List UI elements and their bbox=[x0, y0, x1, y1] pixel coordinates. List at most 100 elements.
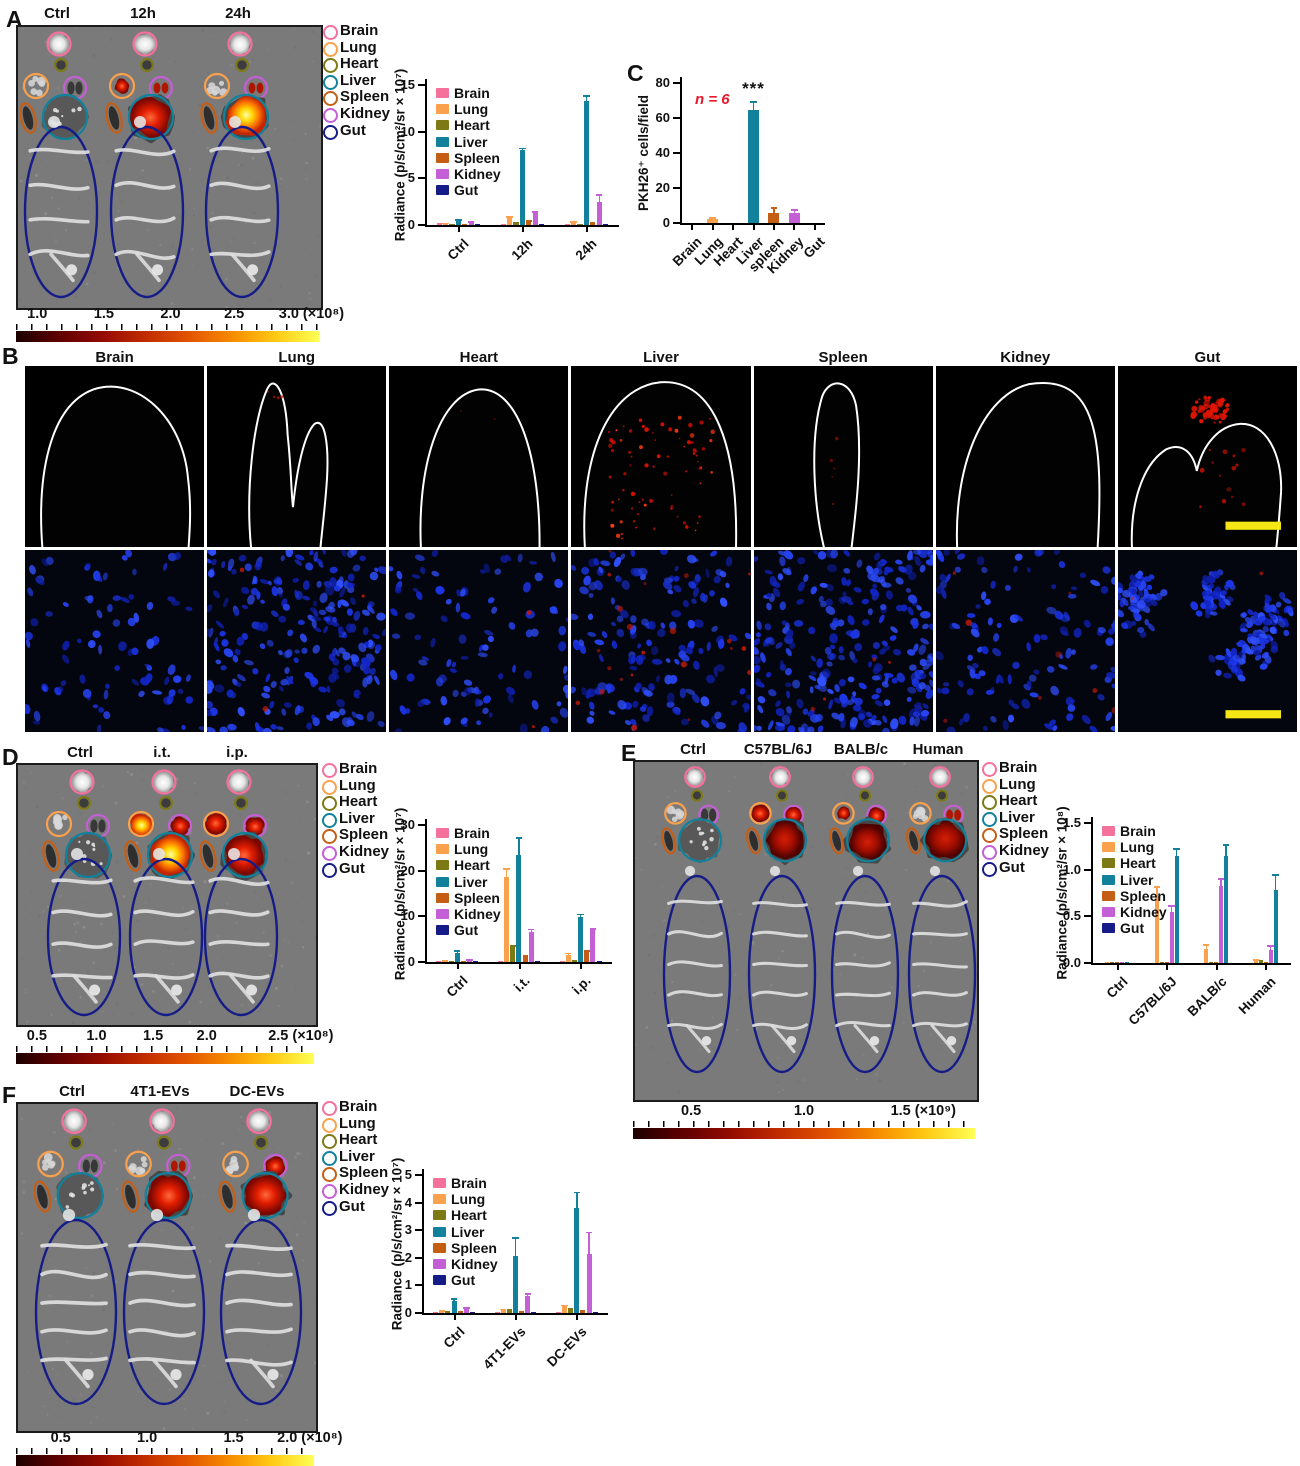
chart-legend-label-gut: Gut bbox=[451, 1272, 476, 1289]
error-bar-cap bbox=[509, 945, 516, 947]
legend-label-lung: Lung bbox=[339, 776, 376, 794]
bar-kidney bbox=[788, 213, 800, 223]
legend-ring-kidney-icon bbox=[322, 846, 337, 861]
error-bar-stem bbox=[752, 101, 755, 111]
error-bar-stem bbox=[1220, 878, 1222, 887]
scale-tick-label: 1.5 (×10⁹) bbox=[890, 1103, 956, 1119]
bar-liver bbox=[516, 854, 522, 962]
column-header-d-2: i.p. bbox=[226, 744, 248, 761]
chart-legend-label-heart: Heart bbox=[1120, 855, 1156, 872]
bar-liver bbox=[583, 100, 590, 225]
legend-ring-spleen-icon bbox=[323, 91, 338, 107]
error-bar-stem bbox=[1269, 945, 1272, 950]
error-bar-cap bbox=[573, 1191, 580, 1194]
panel-c-label: C bbox=[627, 60, 644, 86]
error-bar-cap bbox=[791, 209, 798, 211]
legend-label-heart: Heart bbox=[340, 55, 379, 73]
error-bar-cap bbox=[438, 1310, 446, 1312]
bar-kidney bbox=[525, 1296, 531, 1313]
bar-gut bbox=[596, 960, 602, 962]
organ-nuclei-stain-heart bbox=[389, 550, 569, 732]
y-tick-label: 5 bbox=[404, 1167, 412, 1182]
error-bar-stem bbox=[505, 868, 508, 877]
bar-gut bbox=[475, 223, 481, 225]
legend-ring-brain-icon bbox=[322, 763, 337, 778]
chart-legend-label-liver: Liver bbox=[454, 873, 488, 890]
y-axis-label-text: Radiance (p/s/cm²/sr × 10⁷) bbox=[392, 807, 408, 980]
error-bar-stem bbox=[530, 928, 533, 933]
bar-heart bbox=[448, 960, 454, 962]
bar-liver bbox=[574, 1208, 580, 1313]
scale-tick-label: 0.5 bbox=[681, 1103, 702, 1119]
chart-legend-label-lung: Lung bbox=[454, 841, 489, 858]
chart-legend-swatch-lung bbox=[436, 104, 449, 115]
x-tick bbox=[518, 964, 521, 969]
legend-ring-heart-icon bbox=[322, 1134, 337, 1150]
x-tick bbox=[1166, 965, 1169, 970]
x-tick bbox=[580, 964, 583, 969]
bar-kidney bbox=[586, 1253, 592, 1313]
organ-section-outline-liver bbox=[571, 366, 751, 547]
significance-stars: *** bbox=[742, 79, 765, 99]
x-axis bbox=[425, 962, 612, 964]
legend-ring-heart-icon bbox=[982, 795, 997, 811]
scale-tick-marks bbox=[633, 1121, 975, 1127]
bar-heart bbox=[568, 1308, 574, 1313]
panel-b-header-heart: Heart bbox=[459, 349, 499, 366]
scale-tick-label: 3.0 (×10⁸) bbox=[278, 306, 345, 322]
scale-tick-label: 1.5 bbox=[142, 1028, 164, 1044]
bar-kidney bbox=[590, 930, 596, 962]
legend-ring-lung-icon bbox=[322, 779, 337, 795]
error-bar-stem bbox=[793, 209, 796, 214]
legend-ring-lung-icon bbox=[982, 778, 997, 794]
bar-kidney bbox=[468, 221, 474, 225]
legend-label-heart: Heart bbox=[999, 792, 1038, 810]
chart-legend-swatch-heart bbox=[436, 120, 449, 131]
x-tick bbox=[522, 227, 524, 232]
scale-tick-marks bbox=[16, 1046, 314, 1052]
chart-legend-swatch-brain bbox=[433, 1178, 446, 1188]
y-tick bbox=[418, 961, 425, 963]
x-tick bbox=[752, 225, 755, 230]
organ-photo-panel-f bbox=[16, 1102, 318, 1433]
bar-liver bbox=[578, 917, 584, 962]
x-tick bbox=[793, 225, 796, 230]
scale-tick-label: 1.0 bbox=[86, 1028, 107, 1044]
x-tick bbox=[1265, 965, 1268, 970]
bar-kidney bbox=[532, 212, 538, 225]
column-header-a-1: 12h bbox=[130, 5, 156, 22]
chart-legend-label-kidney: Kidney bbox=[454, 166, 501, 182]
radiance-colorbar bbox=[16, 331, 319, 342]
scale-tick-label: 2.0 bbox=[196, 1028, 217, 1044]
error-bar-stem bbox=[1205, 944, 1208, 949]
bar-liver bbox=[1273, 890, 1278, 963]
y-tick-label: 0.0 bbox=[1062, 955, 1081, 970]
bar-heart bbox=[510, 946, 516, 962]
x-tick bbox=[515, 1315, 517, 1320]
bar-heart bbox=[449, 223, 455, 225]
annotation-n: n = 6 bbox=[695, 91, 730, 108]
chart-legend-swatch-liver bbox=[436, 136, 449, 147]
legend-label-gut: Gut bbox=[339, 1197, 365, 1215]
column-header-d-1: i.t. bbox=[153, 744, 171, 761]
y-tick bbox=[415, 1229, 422, 1232]
bar-kidney bbox=[1169, 911, 1174, 963]
y-tick-label: 30 bbox=[400, 817, 415, 832]
y-axis bbox=[425, 819, 427, 964]
scale-tick-label: 1.5 bbox=[223, 1430, 244, 1446]
error-bar-cap bbox=[519, 147, 526, 150]
x-axis bbox=[422, 1313, 608, 1315]
error-bar-stem bbox=[773, 207, 775, 213]
chart-legend-swatch-liver bbox=[433, 1226, 446, 1237]
legend-ring-kidney-icon bbox=[982, 845, 997, 860]
error-bar-cap bbox=[583, 950, 590, 952]
y-tick-label: 10 bbox=[400, 908, 415, 924]
bar-brain bbox=[494, 1311, 500, 1313]
chart-legend-label-kidney: Kidney bbox=[1120, 904, 1167, 920]
error-bar-cap bbox=[1153, 886, 1160, 889]
bar-liver bbox=[748, 110, 759, 223]
legend-label-brain: Brain bbox=[339, 1098, 378, 1115]
column-header-f-1: 4T1-EVs bbox=[130, 1083, 190, 1100]
legend-label-liver: Liver bbox=[999, 808, 1035, 826]
